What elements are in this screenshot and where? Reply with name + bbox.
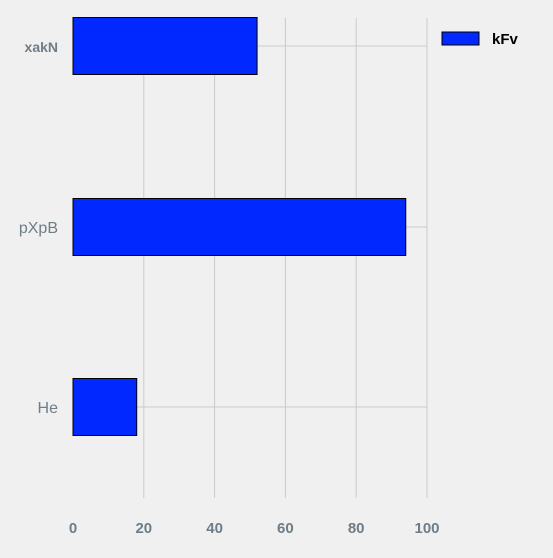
- x-tick-label-40: 40: [206, 520, 223, 537]
- y-tick-label-pXpB: pXpB: [19, 220, 58, 237]
- x-tick-label-80: 80: [348, 520, 365, 537]
- legend-swatch-kFv: [442, 32, 479, 45]
- bar-He: [73, 379, 137, 436]
- y-tick-label-He: He: [38, 400, 59, 417]
- x-tick-label-100: 100: [414, 520, 439, 537]
- bar-pXpB: [73, 199, 406, 256]
- x-tick-label-0: 0: [69, 520, 77, 537]
- x-axis-tick-labels: 0 20 40 60 80 100: [69, 520, 440, 537]
- y-tick-label-xakN: xakN: [25, 39, 58, 55]
- legend: kFv: [442, 31, 519, 48]
- y-axis-tick-labels: xakN pXpB He: [19, 39, 58, 417]
- x-tick-label-60: 60: [277, 520, 294, 537]
- bar-xakN: [73, 18, 257, 75]
- x-tick-label-20: 20: [135, 520, 152, 537]
- legend-label-kFv: kFv: [492, 31, 519, 48]
